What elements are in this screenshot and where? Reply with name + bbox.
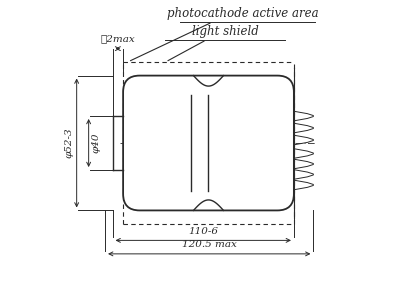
Text: photocathode active area: photocathode active area: [167, 7, 319, 20]
Text: ℓ2max: ℓ2max: [100, 34, 135, 43]
Text: 120.5 max: 120.5 max: [182, 240, 237, 249]
Text: φ52-3: φ52-3: [65, 128, 74, 158]
Text: 110-6: 110-6: [188, 227, 218, 236]
Text: light shield: light shield: [192, 25, 258, 38]
Text: φ40: φ40: [91, 133, 100, 153]
FancyBboxPatch shape: [123, 76, 294, 210]
